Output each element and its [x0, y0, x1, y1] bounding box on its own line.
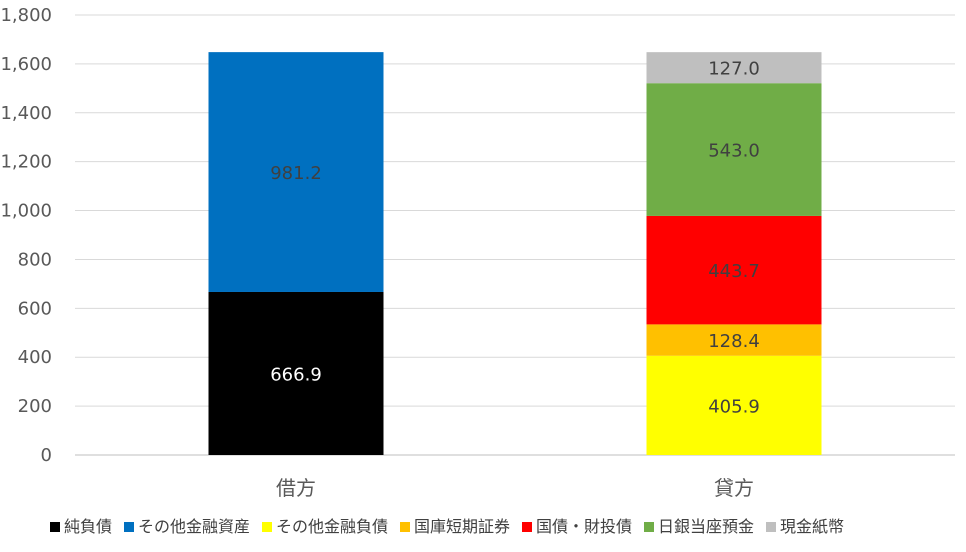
bar-segment: [208, 52, 384, 292]
data-label: 443.7: [708, 261, 760, 282]
legend-swatch: [262, 522, 272, 532]
y-tick-label: 1,200: [0, 152, 52, 173]
bar-segment: [646, 52, 822, 84]
y-tick-label: 800: [18, 249, 52, 270]
legend-label: その他金融資産: [138, 517, 250, 536]
bar-segment: [646, 83, 822, 216]
data-label: 666.9: [270, 364, 322, 385]
legend-swatch: [522, 522, 532, 532]
legend-swatch: [124, 522, 134, 532]
y-tick-label: 1,000: [0, 201, 52, 222]
legend-label: その他金融負債: [276, 517, 388, 536]
legend-swatch: [400, 522, 410, 532]
bar-segment: [208, 291, 384, 455]
data-label: 981.2: [270, 163, 322, 184]
bar-segment: [646, 355, 822, 455]
y-tick-label: 200: [18, 396, 52, 417]
grid-lines: [75, 14, 955, 456]
legend-label: 国庫短期証券: [414, 517, 510, 536]
bars: 666.9 981.2 405.9 128.4 443.7 543.0 127.0: [208, 52, 822, 455]
legend-label: 現金紙幣: [780, 517, 844, 536]
data-label: 128.4: [708, 331, 760, 352]
legend-swatch: [644, 522, 654, 532]
legend-label: 純負債: [64, 517, 112, 536]
x-category-label: 貸方: [714, 476, 754, 500]
data-label: 543.0: [708, 141, 760, 162]
y-tick-label: 400: [18, 347, 52, 368]
data-label: 405.9: [708, 396, 760, 417]
bar-segment: [646, 215, 822, 325]
y-tick-label: 600: [18, 298, 52, 319]
y-tick-label: 0: [41, 445, 52, 466]
x-category-label: 借方: [276, 476, 316, 500]
x-axis: 借方 貸方: [276, 476, 754, 500]
legend: 純負債 その他金融資産 その他金融負債 国庫短期証券 国債・財投債 日銀当座預金 現金紙幣: [50, 517, 844, 536]
y-tick-label: 1,800: [0, 5, 52, 26]
y-tick-label: 1,400: [0, 103, 52, 124]
bar-segment: [646, 324, 822, 356]
y-tick-label: 1,600: [0, 54, 52, 75]
legend-label: 日銀当座預金: [658, 517, 754, 536]
legend-swatch: [766, 522, 776, 532]
legend-swatch: [50, 522, 60, 532]
y-axis: 0 200 400 600 800 1,000 1,200 1,400 1,600 1,800: [0, 5, 52, 466]
data-label: 127.0: [708, 59, 760, 80]
legend-label: 国債・財投債: [536, 517, 632, 536]
